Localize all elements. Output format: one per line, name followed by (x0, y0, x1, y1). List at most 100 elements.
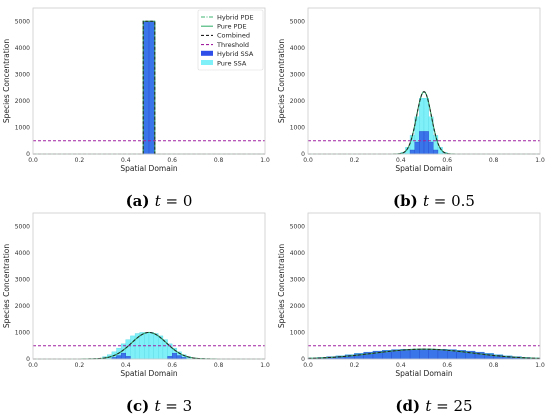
y-tick-label: 4000 (15, 250, 30, 257)
caption-value: = 3 (165, 397, 192, 415)
y-tick-label: 1000 (15, 329, 30, 336)
plot-frame (307, 212, 541, 360)
panel-caption: (a) t = 0 (126, 192, 193, 210)
chart-panel-b: 0.0 0.2 0.4 0.6 0.8 1.0 0 1000 2000 3000 4000 5000 S… (277, 7, 545, 210)
hybrid-ssa-bar (409, 149, 415, 155)
legend: Hybrid PDE Pure PDECombinedThresholdHybri… (197, 9, 264, 71)
caption-label: (b) (393, 192, 423, 210)
x-tick-label: 1.0 (260, 362, 270, 369)
x-tick-label: 0.8 (489, 362, 499, 369)
x-tick-label: 1.0 (260, 157, 270, 164)
x-tick-label: 0.2 (350, 157, 360, 164)
hybrid-ssa-bar (414, 141, 420, 155)
y-axis-label: Species Concentration (277, 39, 286, 124)
x-tick-label: 0.4 (396, 157, 406, 164)
y-tick-label: 2000 (15, 98, 30, 105)
caption-value: = 25 (436, 397, 472, 415)
panel-caption: (b) t = 0.5 (393, 192, 475, 210)
x-tick-label: 0.4 (121, 362, 131, 369)
x-tick-label: 0.6 (167, 362, 177, 369)
y-tick-label: 4000 (15, 45, 30, 52)
caption-value: = 0.5 (434, 192, 475, 210)
x-axis-label: Spatial Domain (395, 369, 453, 378)
x-tick-label: 0.8 (214, 157, 224, 164)
hybrid-ssa-bar (409, 348, 420, 360)
x-tick-label: 0.6 (442, 157, 452, 164)
hybrid-ssa-bar (428, 348, 439, 360)
x-tick-label: 1.0 (535, 157, 545, 164)
x-tick-label: 0.0 (303, 157, 313, 164)
y-tick-label: 0 (301, 356, 305, 363)
y-tick-label: 5000 (290, 223, 305, 230)
x-axis-label: Spatial Domain (395, 164, 453, 173)
y-tick-label: 1000 (290, 329, 305, 336)
plot-frame (307, 7, 541, 155)
y-tick-label: 4000 (290, 45, 305, 52)
y-tick-label: 3000 (15, 276, 30, 283)
caption-value: = 0 (166, 192, 193, 210)
hybrid-ssa-bar (148, 21, 156, 155)
caption-variable: t (155, 192, 166, 210)
hybrid-ssa-bar (171, 352, 178, 360)
caption-label: (a) (126, 192, 155, 210)
hybrid-ssa-bar (116, 355, 122, 360)
legend-label: Pure PDE (217, 23, 247, 31)
hybrid-ssa-bar (142, 21, 150, 155)
x-tick-label: 0.8 (489, 157, 499, 164)
y-tick-label: 2000 (290, 98, 305, 105)
x-tick-label: 0.2 (75, 362, 85, 369)
panel-caption: (d) t = 25 (395, 397, 472, 415)
caption-label: (c) (126, 397, 155, 415)
combined-line (308, 91, 540, 155)
y-tick-label: 2000 (15, 303, 30, 310)
legend-swatch (201, 50, 213, 56)
x-tick-label: 1.0 (535, 362, 545, 369)
y-tick-label: 2000 (290, 303, 305, 310)
pure-ssa-bar (153, 333, 159, 360)
y-tick-label: 5000 (15, 223, 30, 230)
x-tick-label: 0.0 (28, 157, 38, 164)
y-tick-label: 5000 (290, 18, 305, 25)
plot-frame (32, 7, 266, 155)
y-tick-label: 0 (26, 356, 30, 363)
legend-label: Combined (217, 32, 250, 40)
legend-label: Hybrid SSA (217, 50, 254, 58)
x-tick-label: 0.2 (350, 362, 360, 369)
hybrid-ssa-bar (437, 349, 448, 360)
legend-label: Hybrid PDE (217, 13, 254, 21)
hybrid-pde-line (307, 348, 541, 359)
plot-frame (32, 212, 266, 360)
hybrid-ssa-bar (419, 131, 425, 155)
pure-ssa-bar (130, 335, 136, 360)
x-tick-label: 0.0 (303, 362, 313, 369)
legend-label: Pure SSA (217, 59, 247, 67)
x-axis-label: Spatial Domain (120, 369, 178, 378)
hybrid-ssa-bar (176, 355, 182, 360)
x-axis-label: Spatial Domain (120, 164, 178, 173)
legend-box (197, 9, 264, 71)
caption-label: (d) (395, 397, 425, 415)
x-tick-label: 0.6 (442, 362, 452, 369)
caption-variable: t (154, 397, 165, 415)
y-tick-label: 0 (301, 151, 305, 158)
caption-variable: t (425, 397, 436, 415)
x-tick-label: 0.4 (396, 362, 406, 369)
panel-caption: (c) t = 3 (126, 397, 192, 415)
chart-panel-d: 0.0 0.2 0.4 0.6 0.8 1.0 0 1000 2000 3000 4000 5000 S… (277, 212, 545, 415)
hybrid-ssa-bar (419, 348, 429, 360)
hybrid-ssa-bar (400, 349, 411, 360)
hybrid-ssa-bar (120, 352, 127, 360)
x-tick-label: 0.4 (121, 157, 131, 164)
y-tick-label: 1000 (290, 124, 305, 131)
y-axis-label: Species Concentration (277, 244, 286, 329)
y-tick-label: 3000 (290, 71, 305, 78)
chart-panel-c: 0.0 0.2 0.4 0.6 0.8 1.0 0 1000 2000 3000 4000 5000 S… (2, 212, 270, 415)
legend-swatch (201, 60, 213, 65)
y-tick-label: 1000 (15, 124, 30, 131)
hybrid-ssa-bar (433, 149, 439, 155)
hybrid-ssa-bar (428, 141, 434, 155)
chart-panel-a: 0.0 0.2 0.4 0.6 0.8 1.0 0 1000 2000 3000 4000 5000 S… (2, 7, 270, 210)
y-tick-label: 3000 (290, 276, 305, 283)
legend-label: Threshold (216, 41, 249, 49)
